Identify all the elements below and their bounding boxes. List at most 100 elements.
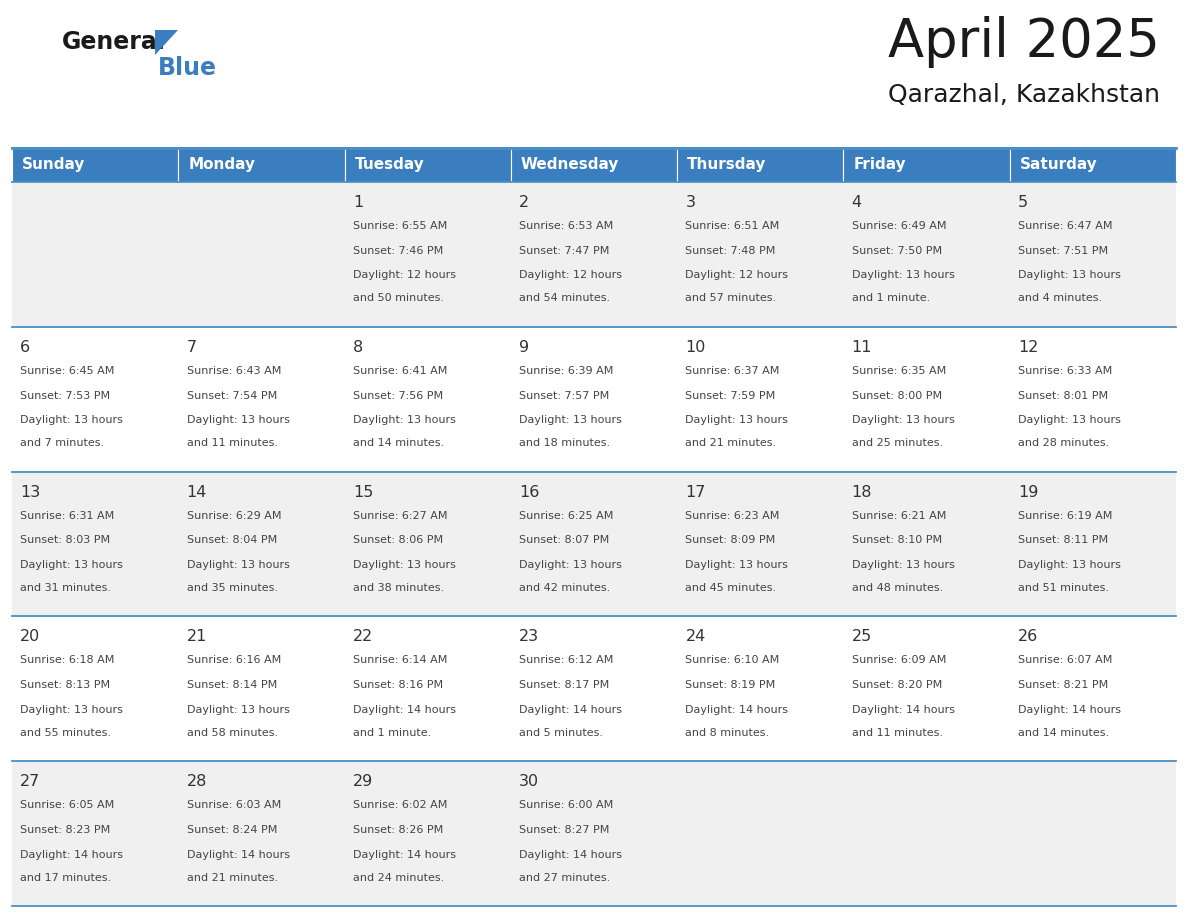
- Bar: [178, 148, 345, 182]
- Text: and 7 minutes.: and 7 minutes.: [20, 438, 105, 448]
- Text: Sunset: 8:26 PM: Sunset: 8:26 PM: [353, 825, 443, 834]
- Text: 9: 9: [519, 340, 530, 355]
- Text: 11: 11: [852, 340, 872, 355]
- Text: Sunrise: 6:29 AM: Sunrise: 6:29 AM: [187, 510, 282, 521]
- Polygon shape: [154, 30, 178, 55]
- Text: Sunrise: 6:23 AM: Sunrise: 6:23 AM: [685, 510, 779, 521]
- Bar: [1010, 327, 1176, 472]
- Bar: [12, 761, 178, 906]
- Text: and 58 minutes.: and 58 minutes.: [187, 728, 278, 738]
- Text: and 50 minutes.: and 50 minutes.: [353, 294, 444, 304]
- Bar: [1010, 761, 1176, 906]
- Text: and 54 minutes.: and 54 minutes.: [519, 294, 611, 304]
- Text: Daylight: 13 hours: Daylight: 13 hours: [20, 415, 124, 425]
- Bar: [843, 761, 1010, 906]
- Text: Sunset: 7:47 PM: Sunset: 7:47 PM: [519, 246, 609, 256]
- Text: Daylight: 13 hours: Daylight: 13 hours: [187, 415, 290, 425]
- Text: 3: 3: [685, 195, 695, 210]
- Text: Daylight: 13 hours: Daylight: 13 hours: [1018, 270, 1121, 280]
- Text: Sunrise: 6:55 AM: Sunrise: 6:55 AM: [353, 221, 447, 231]
- Bar: [843, 472, 1010, 616]
- Text: 21: 21: [187, 630, 207, 644]
- Text: Daylight: 13 hours: Daylight: 13 hours: [187, 560, 290, 570]
- Text: Sunday: Sunday: [21, 158, 86, 173]
- Text: Daylight: 14 hours: Daylight: 14 hours: [685, 705, 789, 715]
- Bar: [843, 616, 1010, 761]
- Text: Daylight: 14 hours: Daylight: 14 hours: [1018, 705, 1121, 715]
- Bar: [178, 472, 345, 616]
- Text: Daylight: 14 hours: Daylight: 14 hours: [20, 849, 124, 859]
- Text: 30: 30: [519, 774, 539, 789]
- Bar: [1010, 148, 1176, 182]
- Text: 6: 6: [20, 340, 31, 355]
- Text: Sunset: 8:11 PM: Sunset: 8:11 PM: [1018, 535, 1108, 545]
- Text: and 51 minutes.: and 51 minutes.: [1018, 583, 1110, 593]
- Text: and 1 minute.: and 1 minute.: [852, 294, 930, 304]
- Text: Sunset: 8:06 PM: Sunset: 8:06 PM: [353, 535, 443, 545]
- Text: Sunset: 7:54 PM: Sunset: 7:54 PM: [187, 390, 277, 400]
- Text: Sunset: 8:27 PM: Sunset: 8:27 PM: [519, 825, 609, 834]
- Text: Sunrise: 6:45 AM: Sunrise: 6:45 AM: [20, 366, 115, 375]
- Bar: [178, 182, 345, 327]
- Text: Sunset: 7:56 PM: Sunset: 7:56 PM: [353, 390, 443, 400]
- Text: Wednesday: Wednesday: [520, 158, 619, 173]
- Bar: [12, 182, 178, 327]
- Text: and 31 minutes.: and 31 minutes.: [20, 583, 112, 593]
- Bar: [677, 182, 843, 327]
- Text: Qarazhal, Kazakhstan: Qarazhal, Kazakhstan: [887, 83, 1159, 107]
- Text: Sunrise: 6:33 AM: Sunrise: 6:33 AM: [1018, 366, 1112, 375]
- Text: and 42 minutes.: and 42 minutes.: [519, 583, 611, 593]
- Bar: [345, 182, 511, 327]
- Text: Sunset: 7:46 PM: Sunset: 7:46 PM: [353, 246, 443, 256]
- Text: Sunset: 8:19 PM: Sunset: 8:19 PM: [685, 680, 776, 690]
- Text: Sunset: 8:04 PM: Sunset: 8:04 PM: [187, 535, 277, 545]
- Text: and 17 minutes.: and 17 minutes.: [20, 873, 112, 883]
- Text: Sunrise: 6:00 AM: Sunrise: 6:00 AM: [519, 800, 613, 811]
- Text: Daylight: 13 hours: Daylight: 13 hours: [187, 705, 290, 715]
- Text: and 14 minutes.: and 14 minutes.: [1018, 728, 1110, 738]
- Text: 19: 19: [1018, 485, 1038, 499]
- Text: 20: 20: [20, 630, 40, 644]
- Text: Daylight: 14 hours: Daylight: 14 hours: [353, 705, 456, 715]
- Text: 26: 26: [1018, 630, 1038, 644]
- Text: 15: 15: [353, 485, 373, 499]
- Bar: [511, 472, 677, 616]
- Text: and 27 minutes.: and 27 minutes.: [519, 873, 611, 883]
- Text: Sunset: 8:00 PM: Sunset: 8:00 PM: [852, 390, 942, 400]
- Text: Sunrise: 6:35 AM: Sunrise: 6:35 AM: [852, 366, 946, 375]
- Text: 14: 14: [187, 485, 207, 499]
- Bar: [677, 148, 843, 182]
- Text: and 1 minute.: and 1 minute.: [353, 728, 431, 738]
- Text: Sunrise: 6:47 AM: Sunrise: 6:47 AM: [1018, 221, 1112, 231]
- Text: Sunrise: 6:43 AM: Sunrise: 6:43 AM: [187, 366, 282, 375]
- Text: Sunset: 7:53 PM: Sunset: 7:53 PM: [20, 390, 110, 400]
- Text: Daylight: 14 hours: Daylight: 14 hours: [519, 849, 623, 859]
- Bar: [345, 472, 511, 616]
- Text: 7: 7: [187, 340, 197, 355]
- Text: Sunrise: 6:51 AM: Sunrise: 6:51 AM: [685, 221, 779, 231]
- Text: 5: 5: [1018, 195, 1028, 210]
- Text: 8: 8: [353, 340, 364, 355]
- Text: Daylight: 14 hours: Daylight: 14 hours: [519, 705, 623, 715]
- Text: Daylight: 13 hours: Daylight: 13 hours: [685, 560, 789, 570]
- Text: Sunrise: 6:21 AM: Sunrise: 6:21 AM: [852, 510, 946, 521]
- Text: Sunset: 8:24 PM: Sunset: 8:24 PM: [187, 825, 277, 834]
- Text: Daylight: 13 hours: Daylight: 13 hours: [20, 705, 124, 715]
- Text: and 45 minutes.: and 45 minutes.: [685, 583, 777, 593]
- Text: Daylight: 13 hours: Daylight: 13 hours: [1018, 415, 1121, 425]
- Text: Daylight: 13 hours: Daylight: 13 hours: [519, 560, 623, 570]
- Text: Daylight: 13 hours: Daylight: 13 hours: [685, 415, 789, 425]
- Bar: [12, 472, 178, 616]
- Text: Daylight: 13 hours: Daylight: 13 hours: [519, 415, 623, 425]
- Text: Blue: Blue: [158, 56, 217, 80]
- Text: and 5 minutes.: and 5 minutes.: [519, 728, 604, 738]
- Text: and 48 minutes.: and 48 minutes.: [852, 583, 943, 593]
- Text: and 11 minutes.: and 11 minutes.: [852, 728, 943, 738]
- Text: Daylight: 13 hours: Daylight: 13 hours: [353, 415, 456, 425]
- Text: Monday: Monday: [188, 158, 255, 173]
- Bar: [677, 327, 843, 472]
- Bar: [178, 761, 345, 906]
- Text: 10: 10: [685, 340, 706, 355]
- Text: Sunrise: 6:39 AM: Sunrise: 6:39 AM: [519, 366, 613, 375]
- Text: 16: 16: [519, 485, 539, 499]
